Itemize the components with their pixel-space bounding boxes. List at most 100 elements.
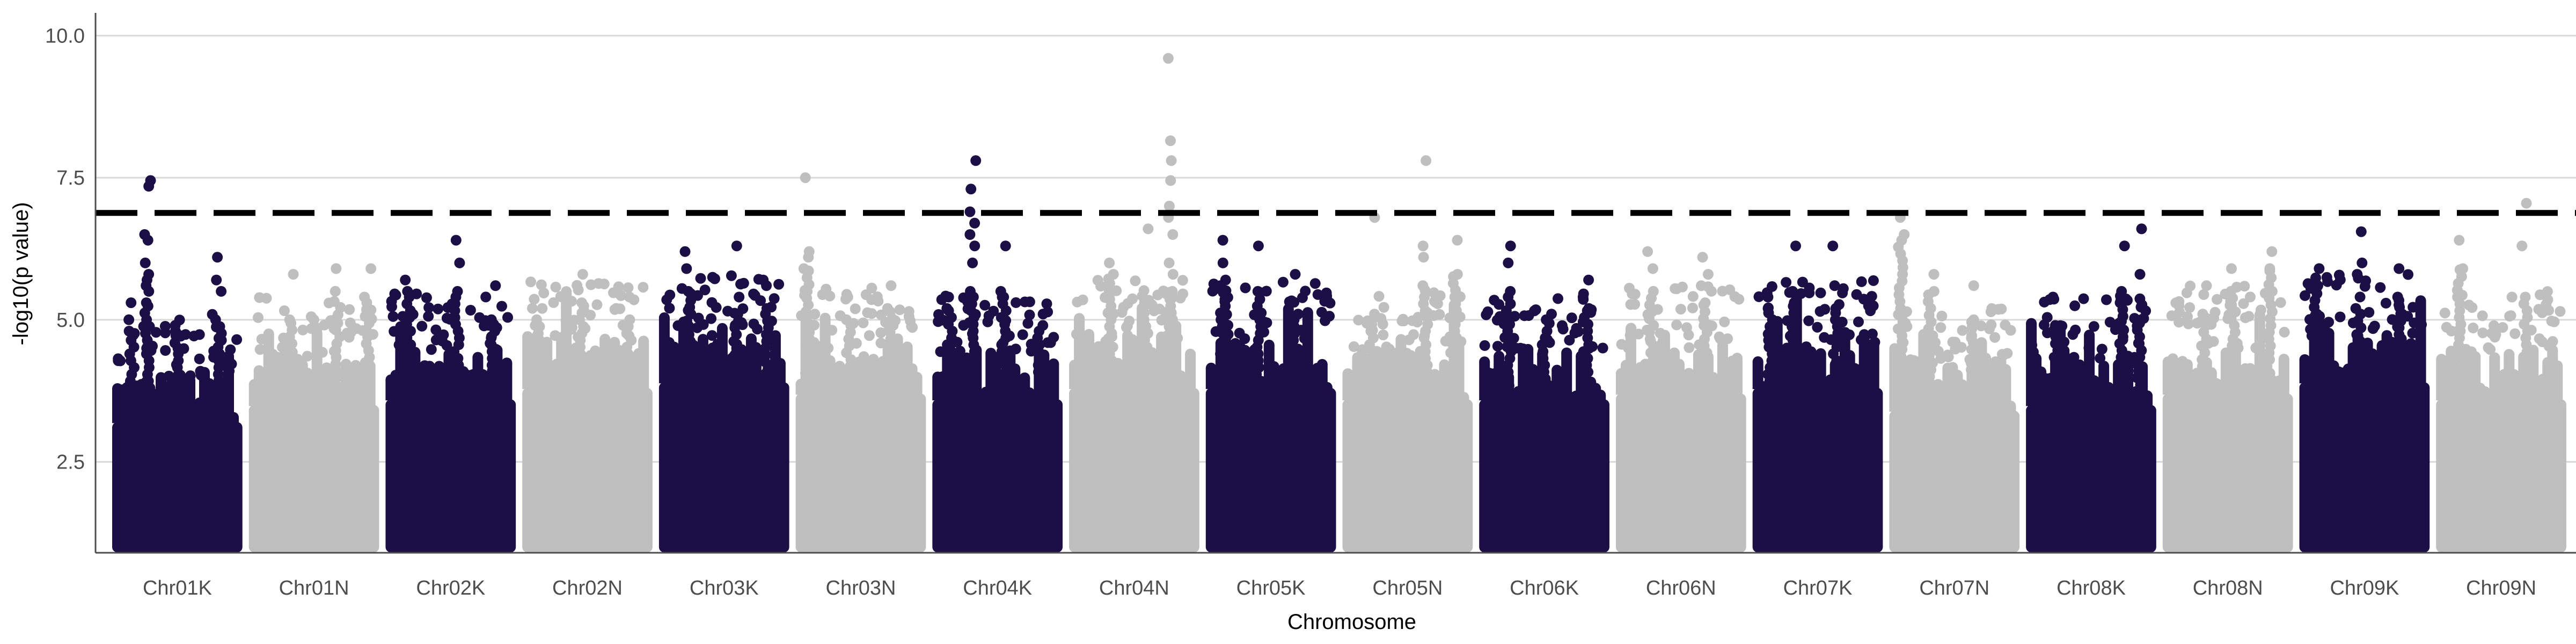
point-Chr07K-s35 (1819, 332, 1830, 343)
chromosome-Chr05N-points (1342, 155, 1473, 553)
point-Chr09N-s37 (2506, 291, 2518, 303)
peak-stem-Chr06N-0 (1646, 292, 1657, 304)
point-Chr03K-s14 (738, 277, 749, 289)
dense-band-Chr07K (1752, 387, 1883, 553)
point-Chr05N-s39 (1407, 315, 1418, 326)
fringe-Chr02K-11 (434, 366, 445, 401)
peak-point-Chr01K-1-0 (126, 297, 137, 309)
peak-point-Chr09N-0-0 (2454, 235, 2465, 246)
point-Chr09K-s19 (2403, 269, 2414, 280)
peak-point-Chr07N-2-0 (1968, 280, 1979, 291)
point-Chr03K-s27 (709, 273, 720, 284)
point-Chr02K-s31 (502, 312, 513, 323)
peak-stem-Chr01N-1 (332, 318, 343, 329)
point-Chr04K-s19 (1045, 337, 1056, 348)
point-Chr09N-s38 (2546, 316, 2557, 327)
peak-stem-Chr06K-0 (1503, 291, 1514, 303)
point-Chr06N-s34 (1729, 291, 1740, 302)
point-Chr04N-s39 (1122, 298, 1133, 309)
dense-band-Chr06N (1615, 393, 1746, 553)
point-Chr02N-s38 (550, 330, 561, 341)
point-Chr08K-s34 (2028, 347, 2039, 357)
point-Chr01N-s39 (302, 350, 313, 362)
point-Chr04K-s22 (1024, 309, 1035, 320)
point-Chr06K-s35 (1491, 314, 1503, 326)
peak-stem-Chr01N-0 (286, 318, 297, 329)
peak-stem-Chr01K-1 (129, 328, 140, 339)
peak-stem-Chr02K-0 (404, 291, 415, 303)
peak-point-Chr05N-2-0 (1452, 235, 1463, 246)
y-tick-label-0: 2.5 (56, 451, 85, 474)
peak-stem-Chr06K-1 (1582, 305, 1593, 316)
peak-point-Chr02K-0-0 (400, 274, 411, 286)
point-Chr05K-s26 (1299, 333, 1310, 344)
point-Chr02N-s35 (523, 337, 535, 348)
point-Chr08K-s7 (2059, 336, 2070, 348)
point-Chr08K-s30 (2069, 300, 2081, 311)
point-Chr08N-s0 (2250, 342, 2262, 354)
point-Chr02K-s35 (438, 329, 449, 340)
fringe-Chr03N-25 (911, 377, 923, 395)
fringe-Chr02N-25 (638, 341, 649, 389)
peak-point-Chr04K-2-0 (1000, 240, 1011, 252)
dense-band-Chr04N (1069, 387, 1199, 553)
point-Chr03K-s30 (752, 324, 763, 335)
point-Chr04N-s16 (1092, 275, 1103, 286)
point-Chr01K-s25 (195, 365, 206, 377)
fringe-Chr04K-25 (1048, 363, 1059, 401)
dense-band-Chr07N (1889, 411, 2020, 553)
peak-stem-Chr04K-1 (943, 305, 954, 316)
peak-point-Chr03N-1-0 (842, 291, 853, 303)
point-Chr02N-s25 (593, 278, 604, 289)
fringe-Chr09N-25 (2552, 365, 2563, 401)
point-Chr01K-s20 (194, 353, 205, 364)
peak-point-Chr01K-2-1 (170, 326, 181, 336)
point-Chr09K-s6 (2363, 307, 2375, 318)
point-Chr05N-s19 (1378, 302, 1389, 313)
peak-stem-Chr05N-0 (1419, 284, 1431, 296)
point-Chr07K-s1 (1803, 315, 1814, 326)
peak-point-Chr08N-0-0 (2201, 280, 2212, 291)
point-Chr01K-s17 (185, 370, 196, 382)
point-Chr04K-s20 (982, 316, 993, 327)
point-Chr07K-s30 (1804, 282, 1815, 294)
point-Chr06K-s18 (1566, 312, 1577, 324)
point-Chr08K-s19 (2104, 317, 2116, 328)
point-Chr08K-s3 (2070, 324, 2081, 335)
chromosome-Chr09K-points (2299, 226, 2430, 553)
peak-stem-Chr02N-1 (578, 301, 589, 312)
chromosome-Chr02N-points (522, 269, 653, 553)
peak-stem-Chr05K-1 (1255, 287, 1266, 298)
point-Chr01K-s3 (225, 344, 236, 355)
point-Chr03K-s21 (773, 279, 785, 290)
point-Chr02K-s28 (389, 326, 400, 337)
point-Chr09N-s34 (2486, 328, 2497, 339)
point-Chr01N-s21 (312, 323, 323, 334)
dense-band-Chr09N (2436, 399, 2566, 553)
x-tick-label-Chr01N: Chr01N (279, 577, 349, 599)
chromosome-Chr07N-points (1889, 212, 2020, 553)
point-Chr02N-s14 (536, 279, 547, 290)
peak-point-Chr08K-2-1 (2134, 269, 2146, 280)
point-Chr01K-s2 (160, 345, 171, 356)
point-Chr03K-s17 (695, 273, 706, 284)
chromosome-Chr04K-points (932, 155, 1063, 553)
fringe-Chr06N-25 (1731, 358, 1743, 395)
point-Chr08K-s21 (2101, 294, 2112, 305)
peak-stem-Chr03N-1 (845, 320, 857, 331)
point-Chr05N-s14 (1392, 347, 1403, 358)
point-Chr01N-s30 (335, 302, 346, 313)
point-Chr02K-s36 (480, 291, 492, 303)
point-Chr05K-s29 (1316, 306, 1327, 318)
point-Chr01N-s33 (343, 332, 355, 343)
peak-point-Chr05N-0-1 (1417, 240, 1429, 252)
peak-point-Chr06K-1-0 (1583, 274, 1594, 286)
chromosome-Chr04N-points (1069, 53, 1199, 553)
point-Chr06K-s34 (1509, 311, 1520, 322)
peak-point-Chr06K-0-0 (1505, 240, 1516, 252)
chromosome-Chr05K-points (1205, 235, 1336, 553)
point-Chr05N-s10 (1403, 334, 1415, 346)
peak-point-Chr02K-2-0 (490, 280, 501, 291)
chromosome-Chr06N-points (1615, 246, 1746, 553)
x-tick-label-Chr05K: Chr05K (1236, 577, 1306, 599)
